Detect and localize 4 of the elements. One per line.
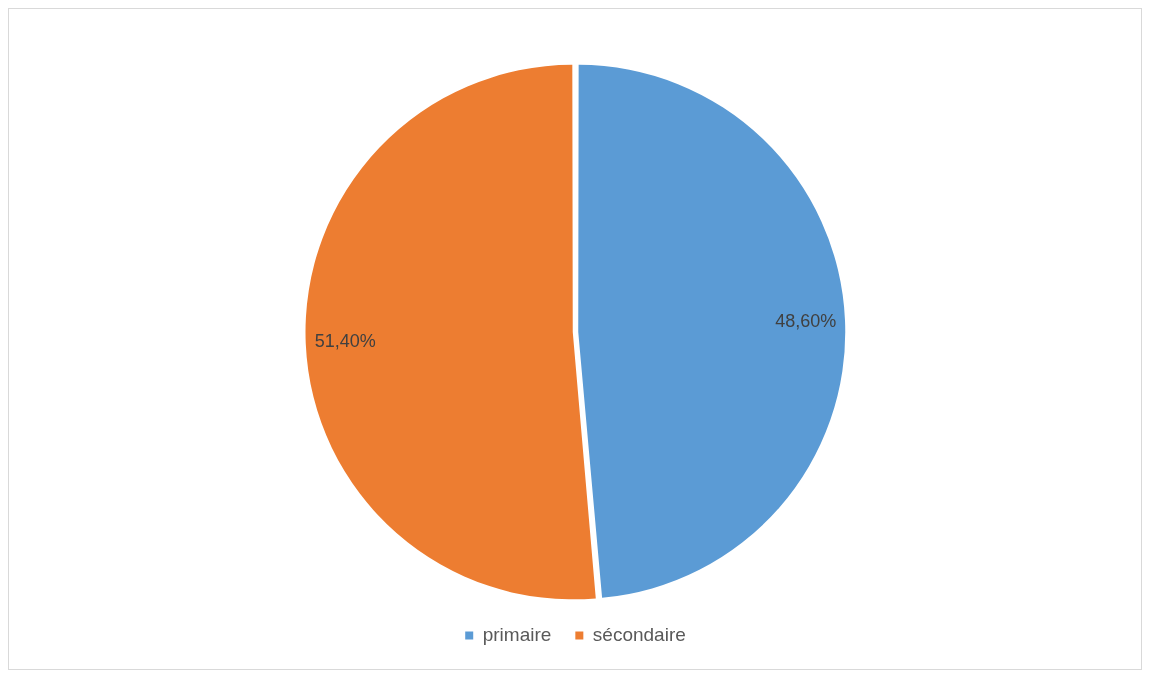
data-label: 51,40% bbox=[314, 331, 376, 352]
legend-label: sécondaire bbox=[592, 623, 686, 645]
data-label: 48,60% bbox=[775, 310, 837, 331]
legend-label: primaire bbox=[482, 623, 552, 645]
